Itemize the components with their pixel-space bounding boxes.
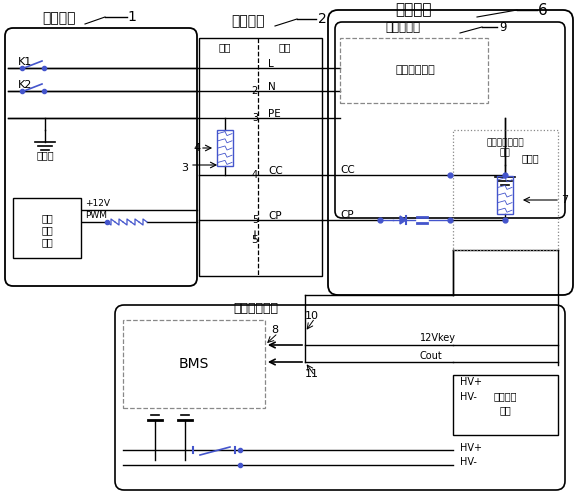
Text: K1: K1 — [18, 57, 33, 67]
Text: HV-: HV- — [460, 457, 477, 467]
Text: 3: 3 — [181, 163, 188, 173]
Bar — [453, 130, 558, 250]
Text: HV-: HV- — [460, 392, 477, 402]
Text: 5: 5 — [252, 235, 259, 245]
Bar — [497, 176, 513, 214]
Text: L: L — [268, 59, 274, 69]
Text: 动力电池系统: 动力电池系统 — [233, 301, 278, 314]
Text: PWM: PWM — [85, 210, 107, 219]
Text: 11: 11 — [305, 369, 319, 379]
Text: 插头: 插头 — [219, 42, 231, 52]
Text: HV+: HV+ — [460, 377, 482, 387]
Text: CP: CP — [268, 211, 282, 221]
Bar — [123, 320, 265, 408]
Text: 模块: 模块 — [500, 148, 510, 157]
Bar — [13, 198, 81, 258]
Bar — [340, 38, 488, 103]
Text: 6: 6 — [538, 3, 548, 18]
Text: 车载充电机: 车载充电机 — [385, 21, 420, 34]
Text: 1: 1 — [128, 10, 137, 24]
Bar — [453, 375, 558, 435]
Text: 装置: 装置 — [41, 237, 53, 247]
Text: CC: CC — [268, 166, 283, 176]
Text: CC: CC — [340, 165, 355, 175]
Text: 充电机低压控制: 充电机低压控制 — [486, 138, 524, 147]
Text: 7: 7 — [561, 195, 569, 205]
Bar — [217, 130, 233, 166]
Text: 车辆接口: 车辆接口 — [231, 14, 265, 28]
Text: BMS: BMS — [179, 357, 209, 371]
Text: HV+: HV+ — [460, 443, 482, 453]
Text: 5: 5 — [252, 215, 258, 225]
Text: 10: 10 — [305, 311, 319, 321]
Text: K2: K2 — [18, 80, 33, 90]
Bar — [199, 38, 322, 276]
Text: 电动汽车: 电动汽车 — [395, 3, 432, 18]
Text: PE: PE — [268, 109, 281, 119]
Polygon shape — [400, 216, 406, 224]
Text: 8: 8 — [271, 325, 278, 335]
Text: CP: CP — [340, 210, 354, 220]
Text: 12Vkey: 12Vkey — [420, 333, 456, 343]
Text: 供电: 供电 — [41, 213, 53, 223]
Text: 供电设备: 供电设备 — [42, 11, 76, 25]
Text: 2: 2 — [252, 86, 258, 96]
Text: 3: 3 — [252, 113, 258, 123]
Text: 4: 4 — [252, 170, 258, 180]
Text: Cout: Cout — [420, 351, 443, 361]
Text: 控制: 控制 — [41, 225, 53, 235]
Text: 2: 2 — [318, 12, 327, 26]
Text: 设备地: 设备地 — [36, 150, 54, 160]
Text: 模块: 模块 — [499, 405, 511, 415]
Text: 9: 9 — [499, 21, 507, 34]
Text: 车身地: 车身地 — [522, 153, 540, 163]
Text: N: N — [268, 82, 276, 92]
Text: 高压输出: 高压输出 — [493, 391, 517, 401]
Text: 交流输入模块: 交流输入模块 — [395, 65, 435, 75]
Text: 插座: 插座 — [279, 42, 291, 52]
Text: +12V: +12V — [85, 199, 110, 208]
Text: 4: 4 — [193, 143, 200, 153]
